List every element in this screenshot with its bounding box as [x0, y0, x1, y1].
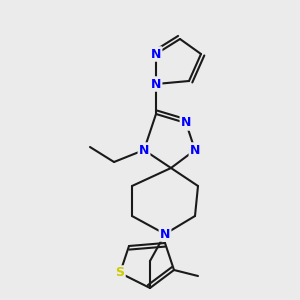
- Text: N: N: [160, 227, 170, 241]
- Text: N: N: [181, 116, 191, 130]
- Text: N: N: [151, 77, 161, 91]
- Text: N: N: [190, 143, 200, 157]
- Text: N: N: [151, 47, 161, 61]
- Text: N: N: [139, 143, 149, 157]
- Text: S: S: [116, 266, 124, 280]
